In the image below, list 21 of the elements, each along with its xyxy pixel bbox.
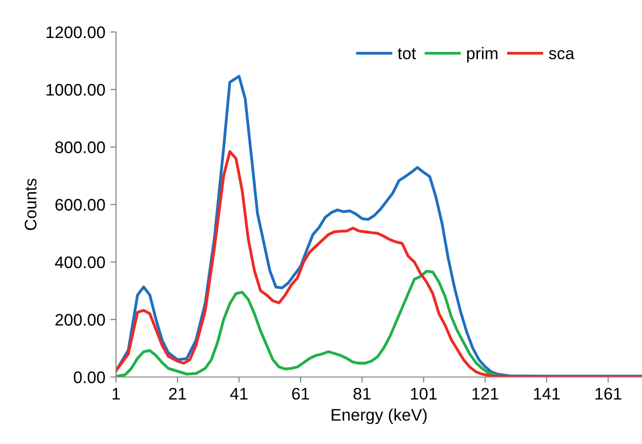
x-tick-label: 41 (230, 388, 248, 400)
y-tick-label: 400.00 (54, 256, 105, 268)
y-tick-label: 200.00 (55, 314, 105, 326)
x-tick-label: 121 (472, 388, 498, 400)
legend-label: sca (548, 50, 574, 60)
y-tick-label: 0.00 (74, 371, 105, 384)
y-tick-label: 1200.00 (46, 26, 105, 38)
legend-label: prim (467, 47, 498, 63)
x-tick-label: 21 (169, 388, 186, 400)
x-tick-label: 141 (534, 388, 560, 400)
y-tick-label: 600.00 (55, 198, 105, 211)
x-tick-label: 161 (596, 388, 622, 400)
y-axis-title: Counts (24, 178, 36, 230)
y-tick-label: 1000.00 (46, 84, 105, 96)
x-tick-label: 61 (292, 388, 310, 400)
x-tick-label: 1 (112, 388, 120, 400)
x-axis-title: Energy (keV) (332, 408, 427, 424)
x-tick-label: 81 (354, 388, 371, 400)
x-tick-label: 101 (410, 388, 437, 400)
y-tick-label: 800.00 (55, 141, 105, 154)
legend-label: tot (398, 48, 416, 60)
